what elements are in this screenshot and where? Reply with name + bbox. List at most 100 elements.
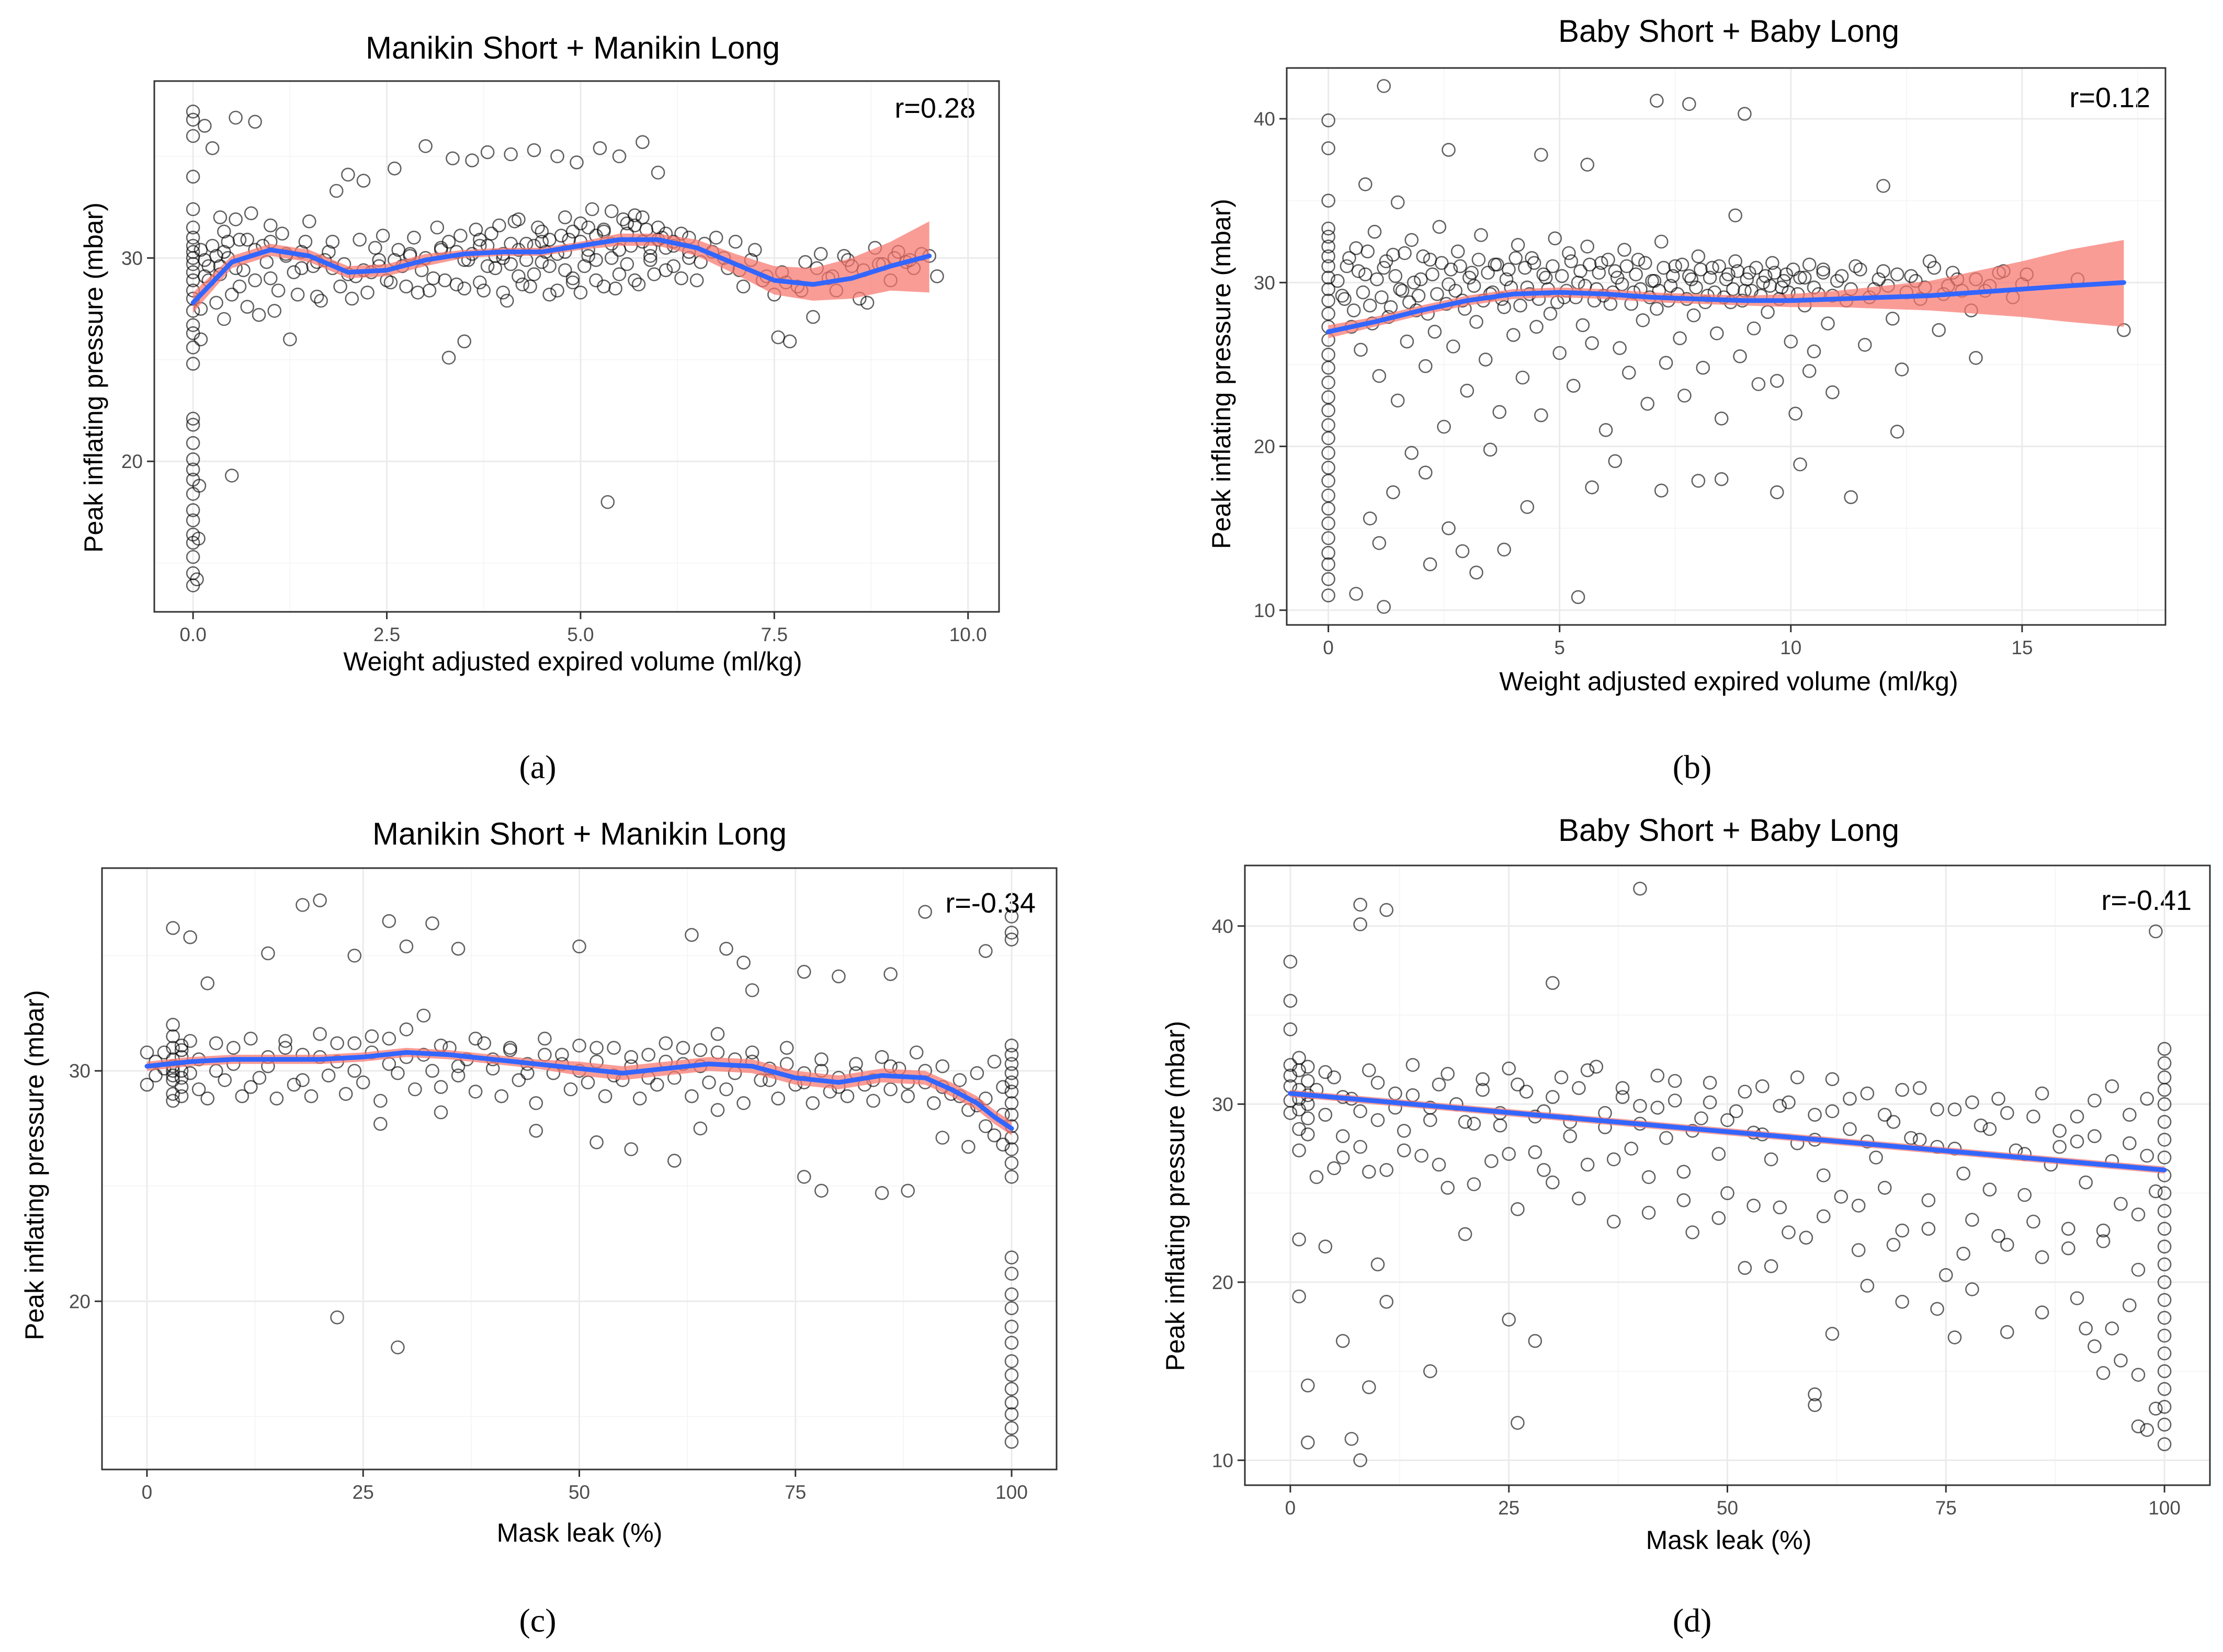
scatter-point	[248, 115, 262, 129]
scatter-point	[1668, 259, 1682, 274]
scatter-point	[373, 1093, 388, 1108]
scatter-point	[1991, 1091, 2005, 1106]
scatter-point	[1799, 1231, 1813, 1245]
scatter-point	[205, 141, 220, 155]
scatter-point	[1004, 1170, 1019, 1184]
scatter-point	[918, 905, 932, 919]
scatter-point	[275, 226, 289, 241]
scatter-point	[1807, 344, 1821, 359]
scatter-point	[558, 210, 572, 224]
scatter-point	[1684, 272, 1698, 287]
scatter-point	[1921, 1222, 1936, 1236]
scatter-point	[1615, 1090, 1630, 1104]
x-tick-label: 0	[142, 1482, 153, 1503]
x-tick-label: 75	[785, 1482, 806, 1503]
scatter-point	[538, 1047, 552, 1062]
scatter-point	[1453, 259, 1467, 274]
scatter-point	[2157, 1042, 2172, 1056]
scatter-point	[2035, 1086, 2049, 1101]
scatter-point	[1738, 107, 1752, 121]
scatter-point	[1004, 932, 1019, 947]
scatter-point	[1321, 557, 1335, 572]
scatter-point	[593, 141, 607, 155]
scatter-point	[1858, 338, 1872, 352]
scatter-point	[197, 119, 212, 133]
scatter-point	[1654, 234, 1669, 249]
scatter-point	[451, 1068, 466, 1083]
scatter-point	[572, 939, 586, 954]
scatter-point	[1437, 419, 1451, 434]
scatter-point	[1497, 542, 1511, 557]
scatter-point	[1598, 423, 1613, 437]
scatter-point	[1729, 1104, 1743, 1119]
scatter-point	[166, 1041, 180, 1055]
scatter-point	[1712, 259, 1726, 274]
scatter-point	[243, 1031, 258, 1046]
scatter-point	[666, 259, 680, 274]
panel-label-b: (b)	[1673, 748, 1712, 785]
scatter-point	[278, 1034, 292, 1048]
scatter-point	[1321, 446, 1335, 460]
scatter-point	[2079, 1175, 2093, 1190]
scatter-point	[1379, 903, 1393, 917]
scatter-point	[1764, 1259, 1778, 1273]
scatter-point	[1982, 1182, 1997, 1197]
scatter-point	[186, 231, 200, 245]
scatter-point	[1476, 1072, 1490, 1086]
scatter-point	[1650, 94, 1664, 108]
scatter-point	[1377, 600, 1391, 614]
scatter-point	[1502, 1313, 1516, 1327]
scatter-point	[1301, 1074, 1315, 1088]
scatter-point	[451, 941, 466, 956]
y-tick-label: 20	[69, 1291, 90, 1312]
scatter-point	[1720, 1113, 1734, 1127]
scatter-point	[2157, 1382, 2172, 1396]
scatter-point	[1615, 1081, 1630, 1095]
scatter-point	[1458, 1227, 1472, 1241]
scatter-point	[2131, 1368, 2146, 1382]
scatter-point	[2079, 1321, 2093, 1336]
scatter-point	[1432, 1157, 1446, 1172]
scatter-point	[2026, 1214, 2040, 1229]
scatter-point	[2157, 1115, 2172, 1129]
scatter-point	[1691, 474, 1706, 488]
trend-line	[190, 237, 932, 305]
scatter-point	[496, 286, 511, 300]
scatter-point	[1534, 147, 1548, 162]
scatter-point	[1402, 295, 1416, 310]
scatter-point	[302, 214, 316, 229]
scatter-point	[554, 229, 569, 243]
scatter-point	[2131, 1419, 2146, 1433]
scatter-point	[1703, 1076, 1717, 1090]
scatter-point	[736, 279, 751, 294]
scatter-point	[1502, 1147, 1516, 1161]
scatter-point	[1353, 917, 1367, 931]
scatter-point	[2070, 1291, 2084, 1305]
scatter-point	[797, 965, 811, 979]
scatter-point	[641, 1047, 655, 1062]
scatter-point	[191, 1082, 206, 1097]
scatter-point	[477, 1036, 492, 1051]
scatter-point	[240, 300, 255, 314]
scatter-point	[426, 271, 440, 286]
scatter-point	[310, 289, 324, 304]
x-tick-label: 100	[995, 1482, 1028, 1503]
scatter-point	[2061, 1222, 2075, 1236]
y-tick-label: 30	[1212, 1093, 1233, 1115]
scatter-point	[1764, 1152, 1778, 1167]
scatter-point	[2070, 1134, 2084, 1149]
scatter-point	[1666, 269, 1680, 283]
scatter-point	[1817, 1209, 1831, 1224]
scatter-point	[840, 1089, 855, 1103]
scatter-point	[2140, 1423, 2154, 1437]
scatter-point	[391, 1340, 405, 1354]
scatter-point	[1004, 1039, 1019, 1053]
scatter-point	[449, 277, 464, 292]
scatter-point	[1004, 1434, 1019, 1449]
scatter-point	[529, 1124, 543, 1138]
scatter-point	[2114, 1353, 2128, 1368]
scatter-point	[527, 267, 541, 281]
scatter-point	[1432, 1077, 1446, 1092]
scatter-point	[676, 1041, 690, 1055]
